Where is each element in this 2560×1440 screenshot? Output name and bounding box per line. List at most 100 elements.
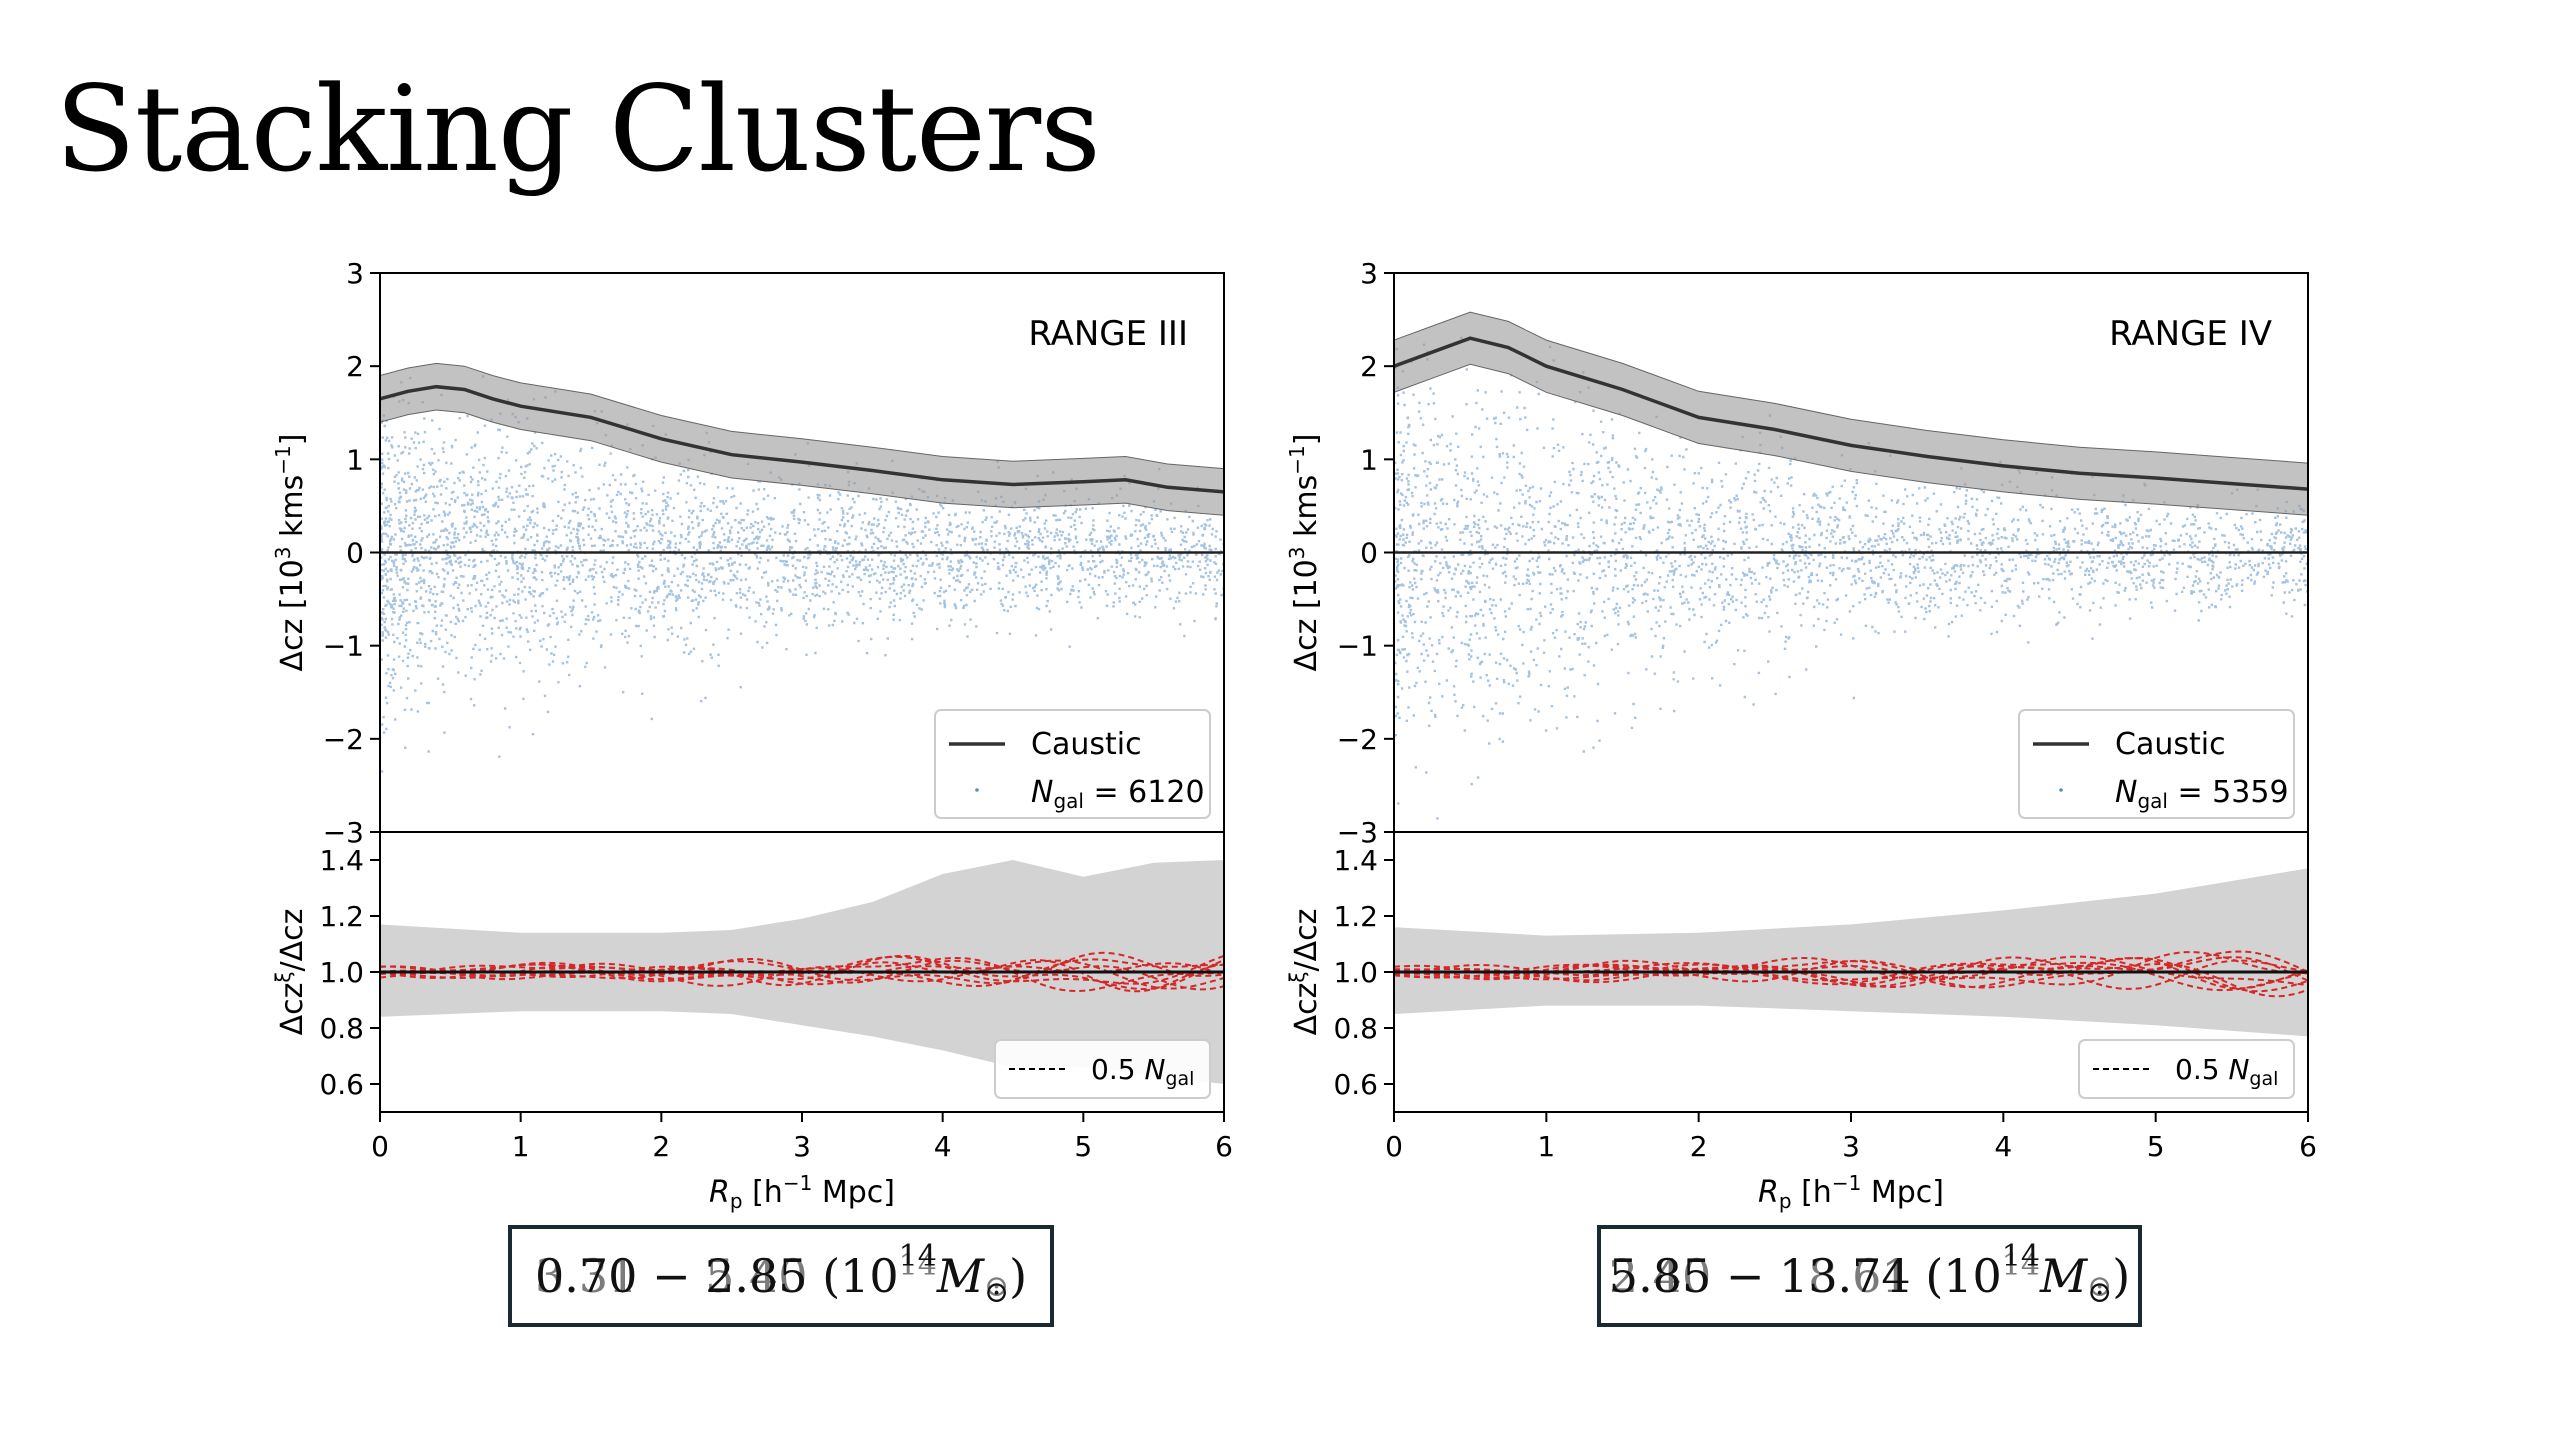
legend-point-swatch <box>2059 788 2063 792</box>
mass-unit-1: M <box>936 1249 984 1303</box>
y-tick-label-top: 0 <box>346 537 364 570</box>
legend-bottom-frame <box>2078 1039 2295 1099</box>
ratio-line-1 <box>1394 951 2308 986</box>
ratio-line-8 <box>1394 961 2308 992</box>
ratio-line-3 <box>1394 956 2308 998</box>
x-tick-label: 2 <box>652 1130 670 1163</box>
mass-range-box-1: 3.31 − 5.40 (10 14 M ⊙) 0.70 − 2.85 (1014M⊙… <box>508 1225 1054 1327</box>
mass-unit-ghost-2: M <box>2039 1249 2088 1303</box>
mass-unit-2: M <box>2039 1249 2088 1303</box>
mass-range-ghost-1: 3.31 − 5.40 (10 14 M ⊙) <box>534 1248 1028 1304</box>
y-tick-label-top: 2 <box>1360 350 1378 383</box>
y-tick-label-top: −2 <box>1337 723 1378 756</box>
y-tick-label-top: 3 <box>1360 257 1378 290</box>
mass-range-main-1: 0.70 − 2.85 (1014M⊙) <box>534 1238 1028 1310</box>
y-tick-label-bottom: 1.2 <box>319 900 364 933</box>
y-tick-label-bottom: 0.6 <box>319 1068 364 1101</box>
sun-symbol-ghost-2: ⊙ <box>2087 1268 2113 1304</box>
y-tick-label-bottom: 0.8 <box>319 1012 364 1045</box>
x-tick-label: 0 <box>1385 1130 1403 1163</box>
x-tick-label: 5 <box>1074 1130 1092 1163</box>
y-tick-label-top: −1 <box>1337 630 1378 663</box>
ratio-line-7 <box>380 959 1224 991</box>
y-tick-label-top: 1 <box>1360 443 1378 476</box>
x-tick-label: 5 <box>2147 1130 2165 1163</box>
x-tick-label: 1 <box>512 1130 530 1163</box>
mass-range-main-2: 5.85 − 13.74 (1014M⊙) <box>1608 1238 2131 1310</box>
mass-range-ghost-2: 2.40 − 18.61 (10 14 M ⊙) <box>1608 1248 2131 1304</box>
x-tick-label: 6 <box>2299 1130 2317 1163</box>
legend-bottom-frame <box>994 1039 1211 1099</box>
caustic-line <box>380 384 1224 494</box>
x-tick-label: 4 <box>1994 1130 2012 1163</box>
x-tick-label: 2 <box>1690 1130 1708 1163</box>
mass-range-text-2: 5.85 − 13.74 (10 <box>1608 1249 2002 1303</box>
mass-exp-2: 14 <box>2001 1238 2040 1274</box>
page-title: Stacking Clusters <box>55 60 1101 198</box>
sun-symbol-1: ⊙ <box>983 1275 1010 1310</box>
top-panel-plot-area <box>380 362 1224 773</box>
y-tick-label-top: 1 <box>346 443 364 476</box>
x-tick-label: 6 <box>1215 1130 1233 1163</box>
caustic-uncertainty-band <box>380 362 1224 516</box>
mass-range-box-2: 2.40 − 18.61 (10 14 M ⊙) 5.85 − 13.74 (1014… <box>1597 1225 2142 1327</box>
legend-point-swatch <box>975 788 979 792</box>
y-tick-label-top: −1 <box>323 630 364 663</box>
ratio-line-9 <box>380 959 1224 993</box>
y-tick-label-bottom: 1.4 <box>1333 844 1378 877</box>
y-tick-label-bottom: 0.8 <box>1333 1012 1378 1045</box>
y-tick-label-top: 2 <box>346 350 364 383</box>
x-axis-label: Rp [h−1 Mpc] <box>1758 1171 1944 1213</box>
y-tick-label-top: 0 <box>1360 537 1378 570</box>
legend-top: Caustic Ngal = 5359 <box>2018 709 2295 819</box>
y-tick-label-top: 3 <box>346 257 364 290</box>
y-axis-label-bottom: Δczξ/Δcz <box>271 909 310 1036</box>
top-panel-plot-area <box>1394 311 2308 820</box>
mass-range-ghost-text-1: 3.31 − 5.40 (10 <box>534 1249 899 1303</box>
y-axis-label-top: Δcz [103 kms−1] <box>1285 434 1324 672</box>
x-axis-label: Rp [h−1 Mpc] <box>709 1171 895 1213</box>
legend-bottom-label: 0.5 Ngal <box>2175 1053 2278 1090</box>
legend-bottom: 0.5 Ngal <box>2078 1039 2295 1099</box>
legend-top-frame <box>2018 709 2295 819</box>
legend-caustic-label: Caustic <box>2115 727 2226 762</box>
mass-range-text-1: 0.70 − 2.85 (10 <box>534 1249 899 1303</box>
x-tick-label: 1 <box>1537 1130 1555 1163</box>
sun-symbol-ghost-1: ⊙ <box>983 1268 1010 1304</box>
mass-exp-1: 14 <box>898 1238 937 1274</box>
y-tick-label-bottom: 1.4 <box>319 844 364 877</box>
legend-caustic-label: Caustic <box>1031 727 1142 762</box>
bottom-panel-plot-area <box>1394 868 2308 1037</box>
mass-unit-ghost-1: M <box>936 1249 984 1303</box>
legend-bottom-label: 0.5 Ngal <box>1091 1053 1194 1090</box>
y-tick-label-bottom: 1.2 <box>1333 900 1378 933</box>
chart-panel-2: RANGE IV Caustic Ngal = 5359 0.5 Ngal 3 2 1 0 −1… <box>1285 257 2317 1213</box>
y-tick-label-top: −2 <box>323 723 364 756</box>
y-axis-label-bottom: Δczξ/Δcz <box>1285 909 1324 1036</box>
ratio-line-4 <box>380 951 1224 985</box>
legend-points-label: Ngal = 6120 <box>1031 775 1205 813</box>
bottom-panel-plot-area <box>380 860 1224 1084</box>
x-tick-label: 3 <box>1842 1130 1860 1163</box>
y-tick-label-bottom: 1.0 <box>319 956 364 989</box>
x-tick-label: 4 <box>934 1130 952 1163</box>
caustic-uncertainty-band <box>1394 311 2308 516</box>
caustic-line <box>1394 336 2308 491</box>
legend-top-frame <box>934 709 1211 819</box>
panel-label: RANGE III <box>1028 314 1188 354</box>
ratio-line-5 <box>380 956 1224 993</box>
sun-symbol-2: ⊙ <box>2087 1275 2113 1310</box>
legend-bottom: 0.5 Ngal <box>994 1039 1211 1099</box>
legend-points-label: Ngal = 5359 <box>2115 775 2289 813</box>
ratio-line-7 <box>1394 950 2308 989</box>
panel-label: RANGE IV <box>2109 314 2272 354</box>
legend-top: Caustic Ngal = 6120 <box>934 709 1211 819</box>
y-tick-label-bottom: 1.0 <box>1333 956 1378 989</box>
y-tick-label-top: −3 <box>1337 816 1378 849</box>
x-tick-label: 3 <box>793 1130 811 1163</box>
x-tick-label: 0 <box>371 1130 389 1163</box>
ratio-uncertainty-band <box>1394 868 2308 1037</box>
y-tick-label-top: −3 <box>323 816 364 849</box>
y-axis-label-top: Δcz [103 kms−1] <box>271 434 310 672</box>
